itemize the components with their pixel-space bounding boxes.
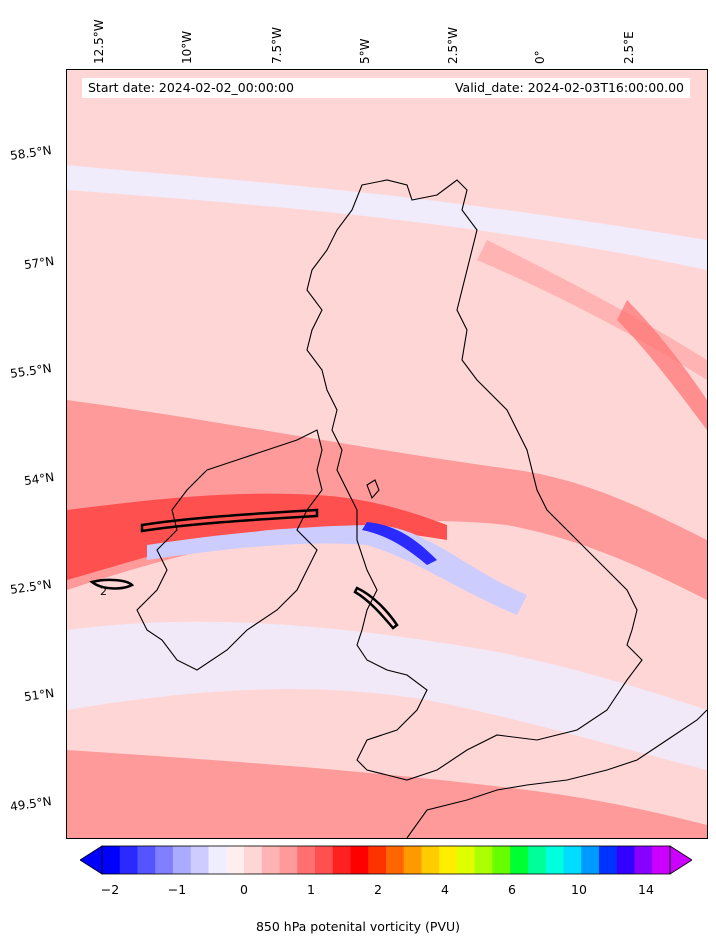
cb-tick-14: 14 [638, 882, 654, 897]
lat-label-54n: 54°N [23, 469, 56, 489]
colorbar-swatch [421, 846, 440, 874]
field-high-band-core [67, 493, 447, 580]
colorbar-swatch [545, 846, 564, 874]
lat-label-58.5n: 58.5°N [9, 143, 53, 163]
colorbar-swatch [244, 846, 263, 874]
colorbar-swatch [474, 846, 493, 874]
map-panel: 2 [66, 69, 708, 839]
field-negative-core [362, 522, 437, 565]
colorbar-swatch [297, 846, 316, 874]
colorbar-swatch [492, 846, 511, 874]
colorbar-swatch [563, 846, 582, 874]
coastline-ireland [136, 429, 323, 671]
colorbar-swatch [208, 846, 227, 874]
lat-label-55.5n: 55.5°N [9, 361, 53, 381]
coastline-isle-of-man [366, 479, 380, 500]
colorbar-swatch [102, 846, 121, 874]
lon-label-0: 0° [533, 50, 547, 64]
colorbar-swatch [581, 846, 600, 874]
colorbar-extend-high [669, 845, 692, 875]
lon-label-12.5w: 12.5°W [92, 19, 106, 64]
colorbar-swatch [332, 846, 351, 874]
coastline-great-britain [306, 179, 643, 781]
date-info-box: Start date: 2024-02-02_00:00:00 Valid_da… [82, 78, 690, 98]
colorbar-swatch [226, 846, 245, 874]
colorbar-swatch [457, 846, 476, 874]
colorbar-swatch [528, 846, 547, 874]
colorbar-swatch [439, 846, 458, 874]
pv-contour-coast [353, 586, 399, 630]
colorbar-frame [101, 845, 671, 875]
colorbar-swatch [386, 846, 405, 874]
colorbar-swatch [616, 846, 635, 874]
coastlines [136, 179, 707, 838]
cb-tick-4: 4 [441, 882, 449, 897]
lon-label-2.5e: 2.5°E [622, 31, 636, 64]
colorbar-swatch [652, 846, 671, 874]
pv-contours [89, 508, 399, 630]
colorbar-label: 850 hPa potenital vorticity (PVU) [255, 919, 461, 934]
lat-label-57n: 57°N [23, 253, 56, 273]
lat-label-49.5n: 49.5°N [9, 794, 53, 814]
colorbar-swatch [599, 846, 618, 874]
colorbar-swatch [368, 846, 387, 874]
coastline-france [406, 709, 707, 838]
valid-date: Valid_date: 2024-02-03T16:00:00.00 [454, 80, 684, 95]
lon-label-5w: 5°W [358, 38, 372, 65]
colorbar-swatch [350, 846, 369, 874]
lat-label-51n: 51°N [23, 685, 56, 705]
lat-label-52.5n: 52.5°N [9, 577, 53, 597]
colorbar-swatch [315, 846, 334, 874]
colorbar [80, 845, 692, 875]
field-negative-streak [147, 525, 527, 615]
colorbar-swatch [403, 846, 422, 874]
field-high-band-mid [67, 400, 707, 600]
contour-label: 2 [100, 585, 107, 598]
field-high-band-south [67, 750, 707, 838]
cb-tick-0: 0 [240, 882, 248, 897]
start-date: Start date: 2024-02-02_00:00:00 [88, 80, 294, 95]
lon-label-7.5w: 7.5°W [270, 27, 284, 64]
colorbar-swatch [155, 846, 174, 874]
field-pale-zone-south [67, 621, 707, 770]
cb-tick-10: 10 [571, 882, 587, 897]
pv-contour-west [89, 578, 135, 590]
field-streak-ne-2 [617, 300, 707, 430]
cb-tick-2: 2 [374, 882, 382, 897]
cb-tick-neg1: −1 [167, 882, 187, 897]
cb-tick-1: 1 [307, 882, 315, 897]
colorbar-swatch [261, 846, 280, 874]
colorbar-swatch [137, 846, 156, 874]
colorbar-swatch [510, 846, 529, 874]
colorbar-swatch [119, 846, 138, 874]
cb-tick-neg2: −2 [100, 882, 120, 897]
field-low-band-north [67, 165, 707, 270]
colorbar-swatch [190, 846, 209, 874]
colorbar-extend-low [80, 845, 103, 875]
colorbar-swatch [173, 846, 192, 874]
pv-contour-band [140, 508, 319, 533]
colorbar-swatch [634, 846, 653, 874]
lon-label-2.5w: 2.5°W [446, 27, 460, 64]
pv-field-map: 2 [67, 70, 707, 838]
cb-tick-6: 6 [508, 882, 516, 897]
colorbar-swatch [279, 846, 298, 874]
lon-label-10w: 10°W [180, 30, 194, 64]
